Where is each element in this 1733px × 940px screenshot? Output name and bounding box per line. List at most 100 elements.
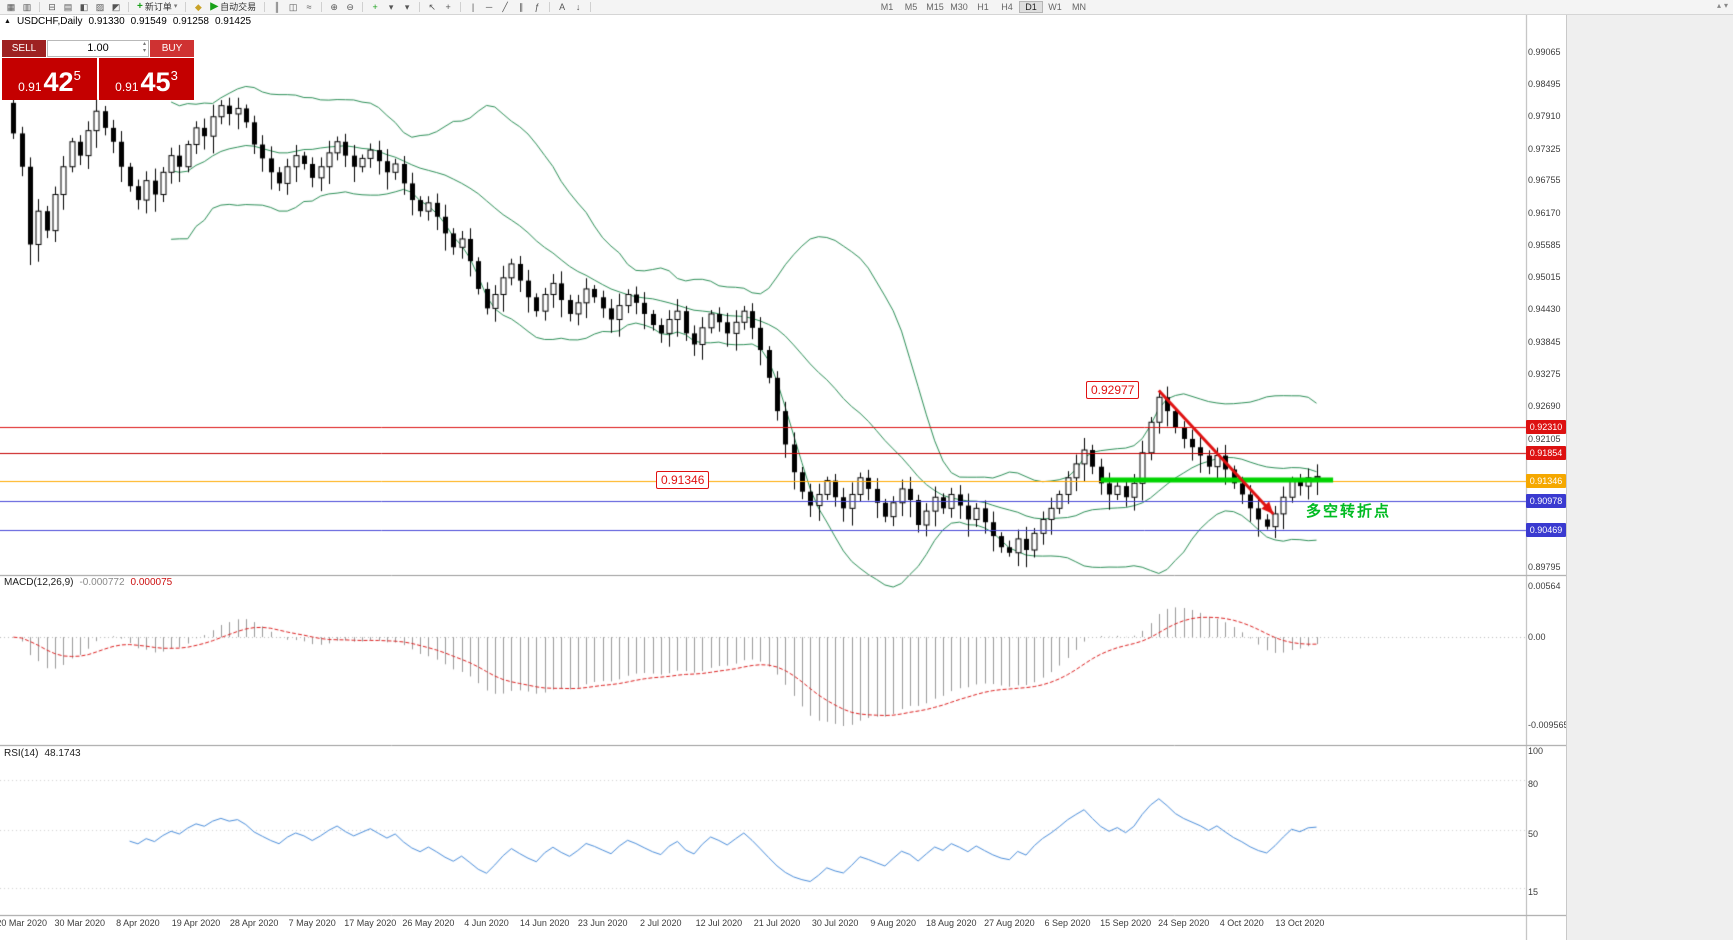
metaeditor-icon[interactable]: ◆ [194, 2, 202, 12]
chevron-down-icon: ▾ [173, 3, 178, 10]
chart-title: ▲ USDCHF,Daily 0.91330 0.91549 0.91258 0… [4, 16, 251, 27]
zoom-out-icon[interactable]: ⊖ [346, 2, 354, 12]
macd-signal-value: 0.000075 [130, 577, 173, 588]
fibonacci-icon[interactable]: ƒ [534, 2, 540, 12]
volume-spinner[interactable]: ▴ ▾ [142, 41, 146, 54]
toolbar-separator [549, 2, 551, 12]
one-click-trading-panel: SELL 1.00 ▴ ▾ BUY 0.91 42 5 0.91 45 3 [2, 40, 194, 100]
toolbar-separator [264, 2, 266, 12]
timeframe-button-m1[interactable]: M1 [880, 2, 894, 12]
timeframe-button-d1[interactable]: D1 [1019, 1, 1043, 13]
data-window-icon[interactable]: ▤ [63, 2, 73, 12]
buy-button[interactable]: BUY [150, 40, 194, 57]
price-axis-label: 0.97325 [1528, 143, 1561, 154]
timeframe-button-h4[interactable]: H4 [1001, 2, 1013, 12]
timeframe-button-mn[interactable]: MN [1072, 2, 1086, 12]
trendline-icon[interactable]: ╱ [502, 2, 508, 12]
macd-name: MACD(12,26,9) [4, 577, 74, 588]
toolbar-separator [39, 2, 40, 12]
rsi-label: RSI(14) 48.1743 [4, 748, 81, 759]
annotation-support-price-label[interactable]: 0.91346 [656, 471, 710, 489]
price-axis-label: 0.97910 [1528, 111, 1561, 122]
toolbar-separator [185, 2, 187, 12]
annotation-peak-price-label[interactable]: 0.92977 [1086, 381, 1140, 399]
navigator-icon[interactable]: ◧ [79, 2, 89, 12]
autotrading-button[interactable]: ▶ 自动交易 [207, 1, 259, 13]
price-axis-badge: 0.90978 [1526, 494, 1566, 509]
indicator-axis-label: 50 [1528, 828, 1539, 839]
buy-price-point: 3 [170, 68, 178, 83]
profiles-icon[interactable]: ▥ [22, 2, 32, 12]
scroll-up-icon[interactable]: ▴ [1716, 1, 1721, 10]
indicator-axis-label: 80 [1528, 779, 1539, 789]
horizontal-line-icon[interactable]: ─ [485, 2, 493, 12]
ohlc-high: 0.91549 [130, 16, 167, 27]
plus-icon: + [137, 1, 143, 12]
chart-canvas[interactable] [0, 0, 1566, 940]
line-chart-icon[interactable]: ≈ [306, 2, 312, 12]
zoom-in-icon[interactable]: ⊕ [330, 2, 338, 12]
price-axis-label: 0.00564 [1528, 580, 1561, 591]
toolbar-separator [460, 2, 462, 12]
timeframe-button-h1[interactable]: H1 [977, 2, 989, 12]
scroll-down-icon[interactable]: ▾ [1723, 1, 1728, 10]
terminal-icon[interactable]: ▨ [95, 2, 105, 12]
text-tool-icon[interactable]: A [559, 2, 566, 12]
symbol-label: USDCHF,Daily [16, 16, 83, 27]
rsi-name: RSI(14) [4, 748, 39, 759]
ohlc-close: 0.91425 [214, 16, 252, 27]
toolbar-separator [590, 2, 592, 12]
toolbar-corner: ▴ ▾ [1717, 1, 1728, 10]
timeframe-group: M1 M5 M15 M30 H1 H4 D1 W1 MN [875, 1, 1091, 13]
channel-icon[interactable]: ∥ [518, 2, 524, 12]
volume-input[interactable]: 1.00 ▴ ▾ [47, 40, 149, 57]
toolbar-separator [321, 2, 323, 12]
toolbar-separator [128, 2, 129, 12]
price-axis-label: 0.96170 [1528, 207, 1561, 218]
price-axis-label: 0.98495 [1528, 78, 1561, 89]
one-click-collapse-icon[interactable]: ▲ [4, 18, 11, 25]
new-order-label: 新订单 [144, 2, 172, 12]
timeframe-button-m30[interactable]: M30 [950, 2, 968, 12]
sell-price-button[interactable]: 0.91 42 5 [2, 58, 97, 100]
macd-main-value: -0.000772 [79, 577, 125, 588]
price-axis-label: 0.94430 [1528, 304, 1561, 315]
market-watch-icon[interactable]: ⊟ [48, 2, 56, 12]
sell-button[interactable]: SELL [2, 40, 46, 57]
buy-price-base: 0.91 [115, 80, 139, 94]
timeframe-button-m15[interactable]: M15 [926, 2, 944, 12]
toolbar-separator [362, 2, 364, 12]
price-axis-label: 0.00 [1528, 632, 1546, 643]
cursor-icon[interactable]: ↖ [428, 2, 436, 12]
toolbar-icons: ▦ ▥ ⊟ ▤ ◧ ▨ ◩ + 新订单 ▾ ◆ ▶ 自动交易 ║ ◫ ≈ ⊕ ⊖ + ▾ ▾ ↖ + | ─ ╱ ∥ ƒ A ↓ [0, 1, 594, 13]
annotation-turning-point-text[interactable]: 多空转折点 [1306, 503, 1392, 520]
ohlc-open: 0.91330 [88, 16, 125, 27]
price-axis-label: 0.93275 [1528, 368, 1561, 379]
price-axis-label: 0.92105 [1528, 433, 1561, 444]
sell-price-point: 5 [73, 68, 81, 83]
strategy-tester-icon[interactable]: ◩ [111, 2, 121, 12]
buy-price-button[interactable]: 0.91 45 3 [99, 58, 194, 100]
rsi-value: 48.1743 [44, 748, 81, 759]
indicator-axis-label: 100 [1528, 745, 1544, 756]
periods-icon[interactable]: ▾ [388, 2, 394, 12]
arrows-tool-icon[interactable]: ↓ [575, 2, 581, 12]
play-icon: ▶ [210, 1, 219, 12]
templates-icon[interactable]: ▾ [404, 2, 410, 12]
bar-chart-icon[interactable]: ║ [273, 2, 281, 12]
price-axis-badge: 0.91854 [1526, 445, 1566, 460]
indicators-icon[interactable]: + [372, 2, 378, 12]
new-chart-icon[interactable]: ▦ [6, 2, 16, 12]
timeframe-button-w1[interactable]: W1 [1048, 2, 1062, 12]
toolbar: ▦ ▥ ⊟ ▤ ◧ ▨ ◩ + 新订单 ▾ ◆ ▶ 自动交易 ║ ◫ ≈ ⊕ ⊖ + ▾ ▾ ↖ + | ─ ╱ ∥ ƒ A ↓ M1 M5… [0, 0, 1733, 15]
new-order-button[interactable]: + 新订单 ▾ [134, 1, 180, 13]
timeframe-button-m5[interactable]: M5 [904, 2, 918, 12]
vertical-line-icon[interactable]: | [471, 2, 475, 12]
price-axis-badge: 0.91346 [1526, 473, 1566, 488]
sell-price-base: 0.91 [18, 80, 42, 94]
sell-price-pips: 42 [43, 67, 74, 97]
crosshair-icon[interactable]: + [445, 2, 451, 12]
candlestick-icon[interactable]: ◫ [288, 2, 298, 12]
price-axis: 0.99065 0.98495 0.97910 0.97325 0.96755 0.961… [1526, 0, 1569, 940]
